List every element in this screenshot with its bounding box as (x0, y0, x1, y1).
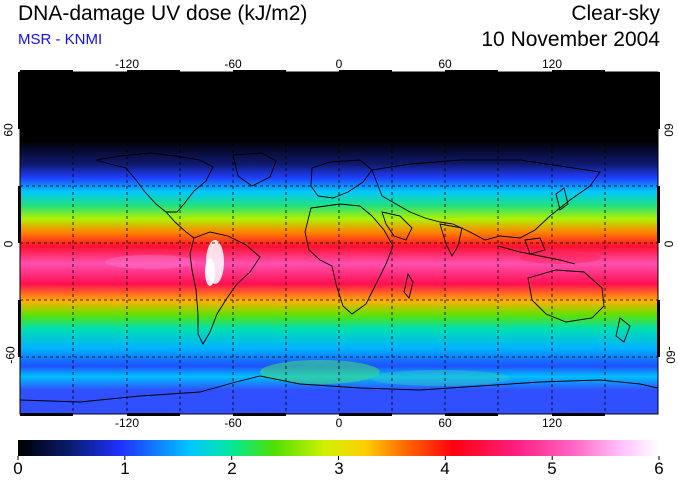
data-source-label: MSR - KNMI (18, 31, 103, 48)
lon-tick-bottom: -120 (114, 416, 140, 430)
lon-tick-top: -60 (224, 57, 242, 71)
coastlines (20, 152, 658, 403)
coast-new-zealand (615, 317, 631, 343)
map-date: 10 November 2004 (481, 28, 660, 51)
sky-condition-label: Clear-sky (571, 2, 660, 25)
colorbar-label: 0 (13, 459, 23, 478)
coast-north-america (95, 152, 214, 213)
coast-arabia (381, 211, 413, 241)
coast-asia (371, 159, 601, 241)
colorbar-label: 2 (227, 459, 237, 478)
lon-tick-bottom: -60 (224, 416, 242, 430)
lat-tick-left: -60 (3, 346, 18, 364)
lon-tick-top: 0 (335, 57, 343, 71)
coast-australia (527, 269, 605, 323)
coast-japan (555, 187, 569, 211)
colorbar-label: 6 (654, 459, 664, 478)
coast-south-america (189, 231, 261, 345)
lat-tick-left: 0 (1, 240, 16, 248)
colorbar-label: 3 (334, 459, 344, 478)
lon-tick-bottom: 60 (438, 416, 452, 430)
lat-tick-right: 0 (661, 240, 676, 248)
lat-tick-right: -60 (663, 346, 678, 364)
graticule (20, 72, 658, 414)
lon-tick-top: 60 (438, 57, 452, 71)
map-title: DNA-damage UV dose (kJ/m2) (18, 2, 308, 25)
coast-greenland (232, 152, 277, 187)
coast-antarctica (20, 375, 658, 403)
lon-tick-top: -120 (114, 57, 140, 71)
frame-ticks (18, 70, 660, 416)
lat-tick-left: 60 (1, 123, 16, 137)
colorbar-label: 4 (440, 459, 450, 478)
coast-central-america (165, 211, 195, 239)
colorbar-label: 5 (547, 459, 557, 478)
coast-indonesia (497, 245, 576, 265)
colorbar-ticks (17, 456, 660, 460)
coast-europe (310, 159, 373, 199)
lat-tick-right: 60 (661, 123, 676, 137)
uv-field-details (105, 240, 600, 386)
coast-borneo (524, 237, 546, 255)
coast-madagascar (403, 272, 414, 299)
coast-africa (304, 203, 394, 315)
lon-tick-bottom: 120 (541, 416, 563, 430)
lon-tick-top: 120 (541, 57, 563, 71)
lon-tick-bottom: 0 (335, 416, 343, 430)
colorbar-label: 1 (120, 459, 130, 478)
colorbar (18, 440, 659, 456)
